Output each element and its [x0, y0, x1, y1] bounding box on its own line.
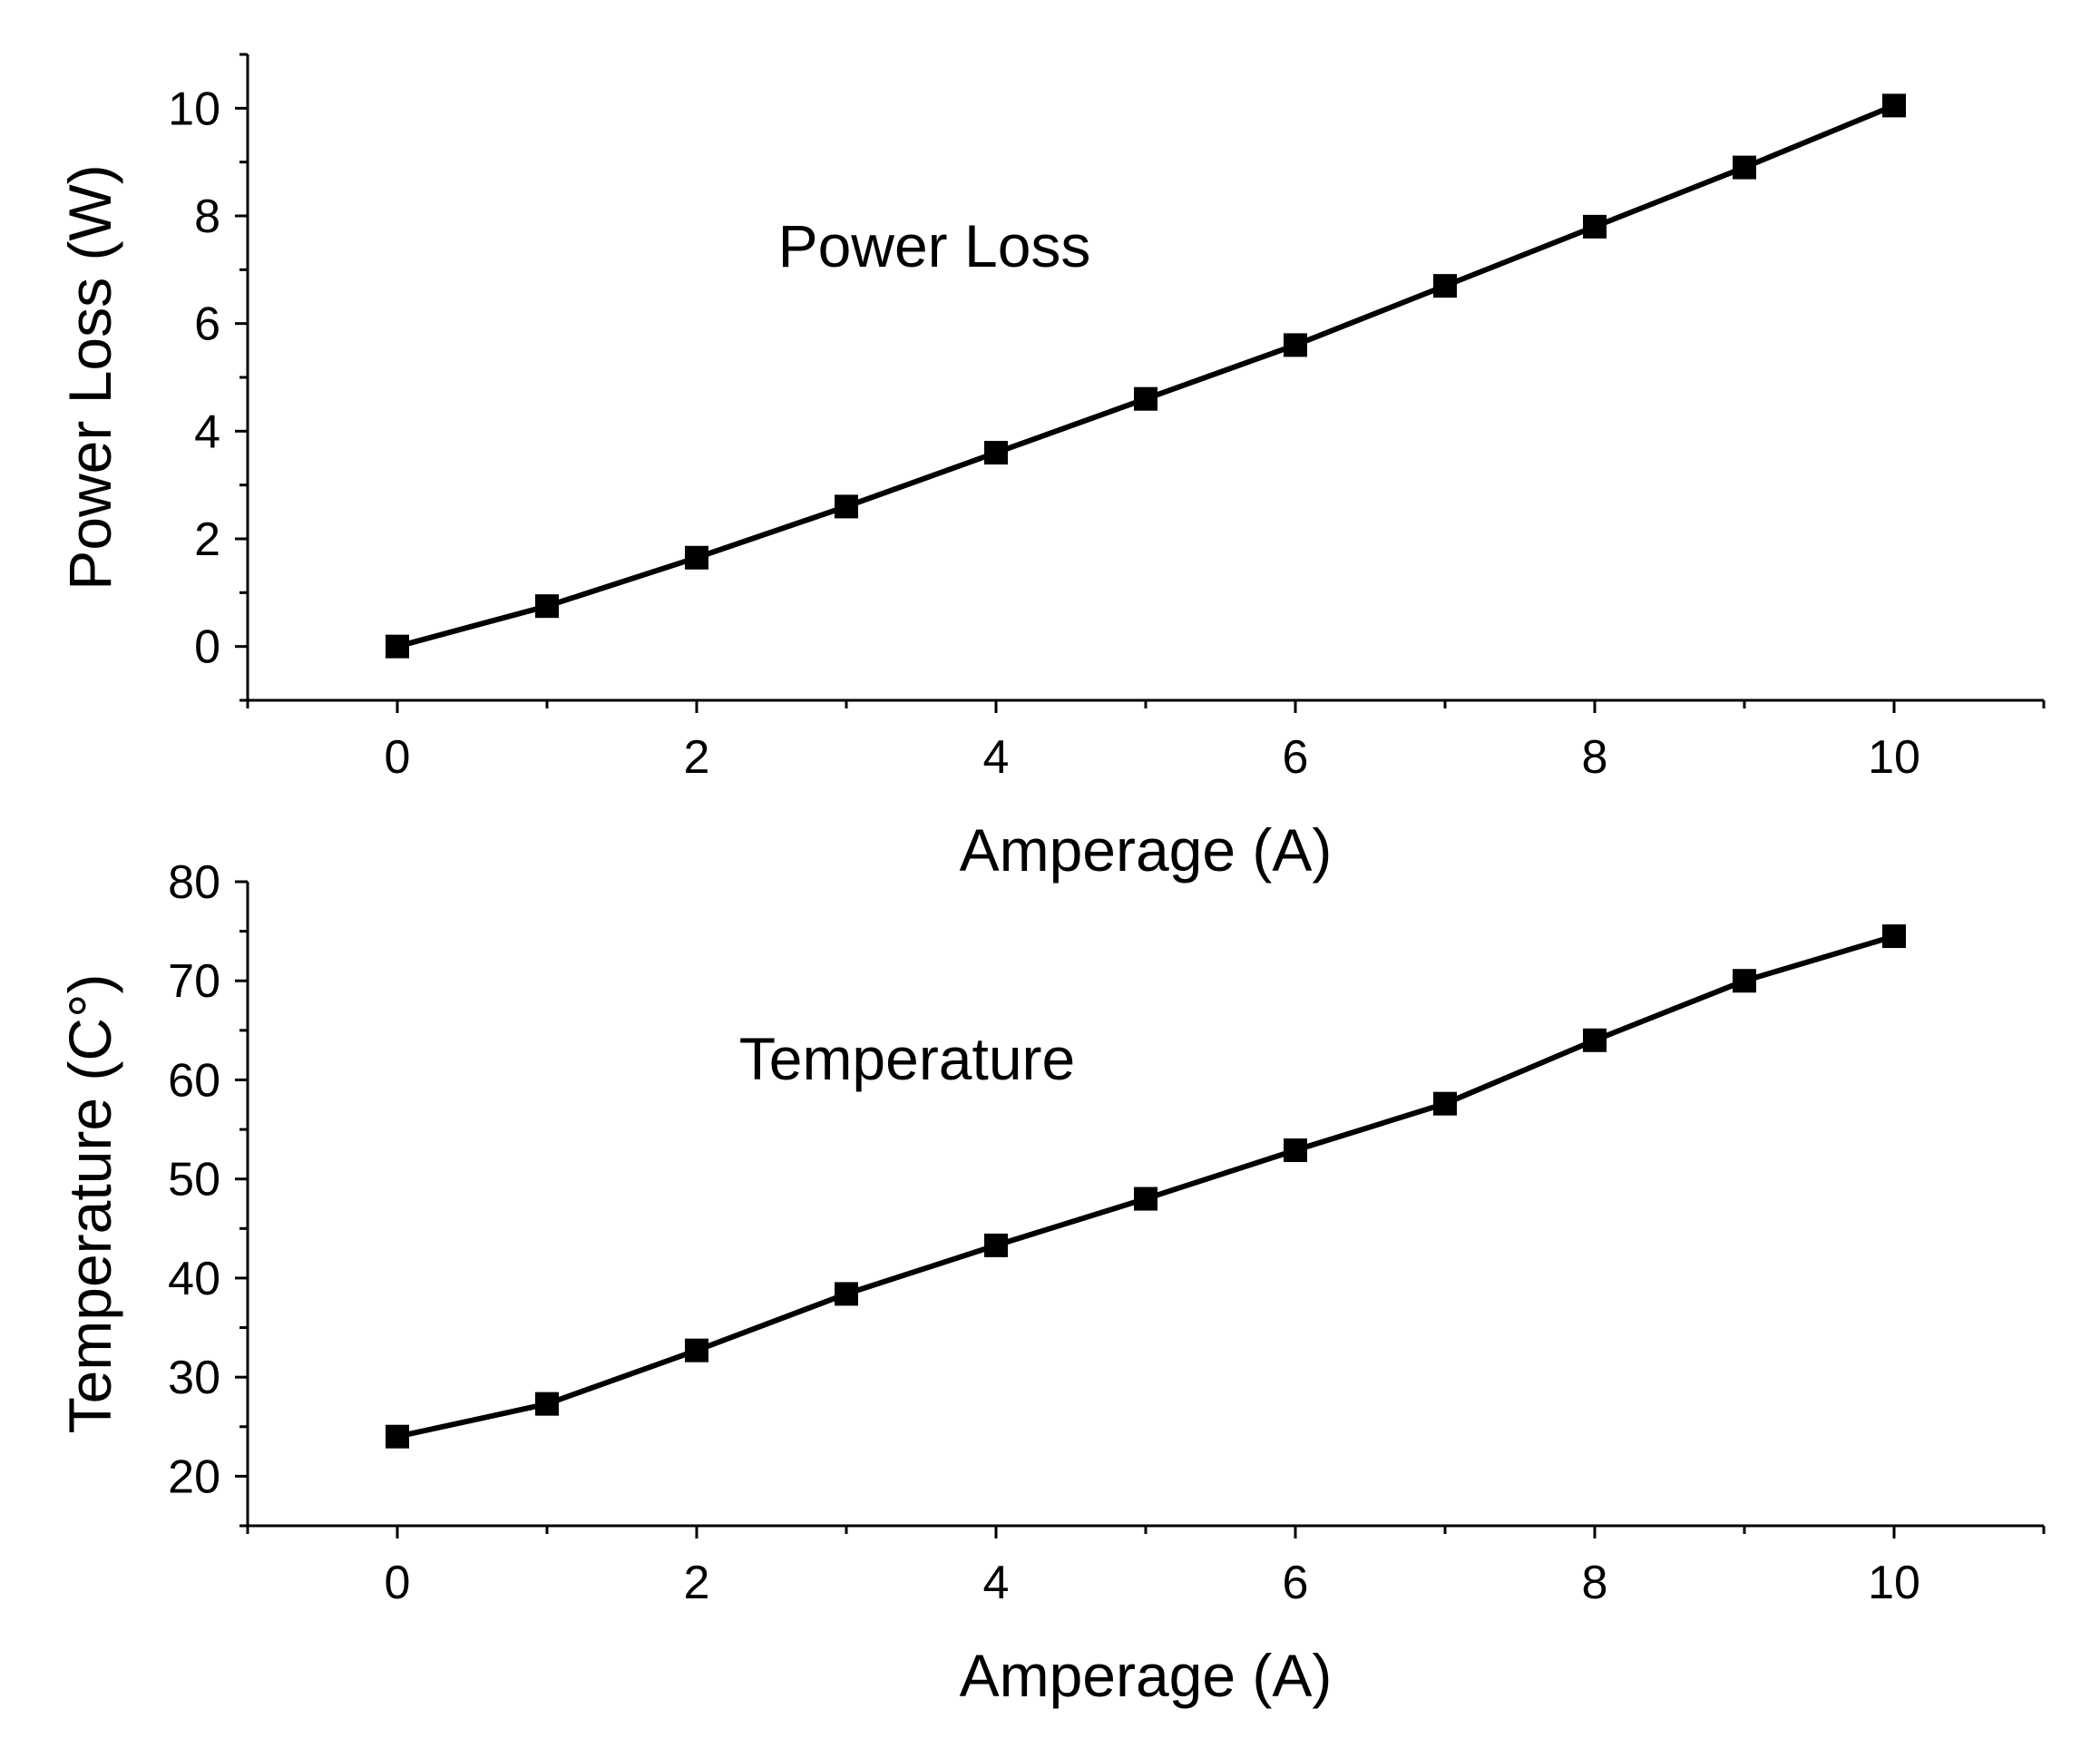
temperature-y-tick-label: 80 — [168, 856, 220, 909]
temperature-x-tick-label: 4 — [983, 1557, 1010, 1609]
power-data-point — [1134, 386, 1157, 411]
power-y-tick-label: 2 — [194, 513, 220, 566]
temperature-data-point — [1882, 924, 1906, 949]
power-y-tick-label: 6 — [194, 298, 220, 351]
power-x-tick-label: 2 — [684, 731, 710, 784]
power-data-point — [685, 545, 708, 570]
power-x-tick-label: 8 — [1582, 731, 1608, 784]
temperature-x-tick-label: 6 — [1283, 1557, 1309, 1609]
temperature-annotation: Temperature — [739, 1025, 1076, 1092]
power-loss-panel: 0 2 4 6 8 10 0 2 4 6 8 10 Amperage (A) Power Loss (W)… — [56, 53, 2046, 884]
power-data-point — [535, 594, 559, 619]
power-y-tick-label: 8 — [194, 190, 220, 243]
temperature-y-tick-label: 40 — [168, 1253, 220, 1305]
temperature-y-tick-label: 30 — [168, 1352, 220, 1404]
power-series-line — [396, 103, 1896, 649]
power-data-point — [1433, 274, 1457, 298]
temperature-series-line — [396, 933, 1895, 1440]
temperature-x-tick-label: 0 — [385, 1557, 411, 1609]
temperature-data-point — [1134, 1187, 1157, 1211]
temperature-y-tick-label: 20 — [168, 1450, 220, 1503]
temperature-y-axis-title: Temperature (C°) — [56, 974, 123, 1434]
temperature-y-tick-label: 60 — [168, 1054, 220, 1107]
power-data-point — [984, 441, 1008, 465]
temperature-y-tick-label: 70 — [168, 955, 220, 1008]
power-annotation: Power Loss — [778, 212, 1091, 279]
temperature-data-point — [1433, 1091, 1457, 1116]
power-data-point — [1882, 93, 1906, 118]
temperature-data-point — [1284, 1138, 1307, 1163]
temperature-y-tick-label: 50 — [168, 1154, 220, 1206]
power-y-tick-label: 10 — [168, 83, 220, 135]
power-y-tick-label: 4 — [194, 405, 220, 458]
temperature-x-tick-label: 2 — [684, 1557, 710, 1609]
temperature-x-tick-label: 8 — [1582, 1557, 1608, 1609]
temperature-data-point — [386, 1424, 409, 1449]
power-x-tick-label: 4 — [983, 731, 1010, 784]
temperature-data-point — [1733, 969, 1756, 993]
power-x-tick-label: 10 — [1868, 731, 1920, 784]
temperature-panel: 0 2 4 6 8 10 20 30 40 50 60 70 80 Amperage (A) Tempera… — [56, 856, 2046, 1709]
temperature-data-point — [835, 1282, 858, 1306]
temperature-x-tick-label: 10 — [1868, 1557, 1920, 1609]
power-data-point — [1583, 214, 1607, 239]
power-x-tick-label: 6 — [1283, 731, 1309, 784]
power-data-point — [835, 494, 858, 519]
temperature-data-point — [535, 1392, 559, 1416]
power-y-axis-title: Power Loss (W) — [56, 164, 123, 590]
temperature-data-point — [685, 1338, 708, 1362]
power-data-point — [1284, 333, 1307, 357]
temperature-data-point — [1583, 1028, 1607, 1052]
temperature-x-axis-title: Amperage (A) — [960, 1642, 1333, 1709]
power-x-axis-title: Amperage (A) — [960, 816, 1333, 884]
power-data-point — [1733, 155, 1756, 180]
temperature-data-point — [984, 1233, 1008, 1257]
power-x-tick-label: 0 — [385, 731, 411, 784]
power-y-tick-label: 0 — [194, 621, 220, 674]
power-data-point — [386, 634, 409, 659]
